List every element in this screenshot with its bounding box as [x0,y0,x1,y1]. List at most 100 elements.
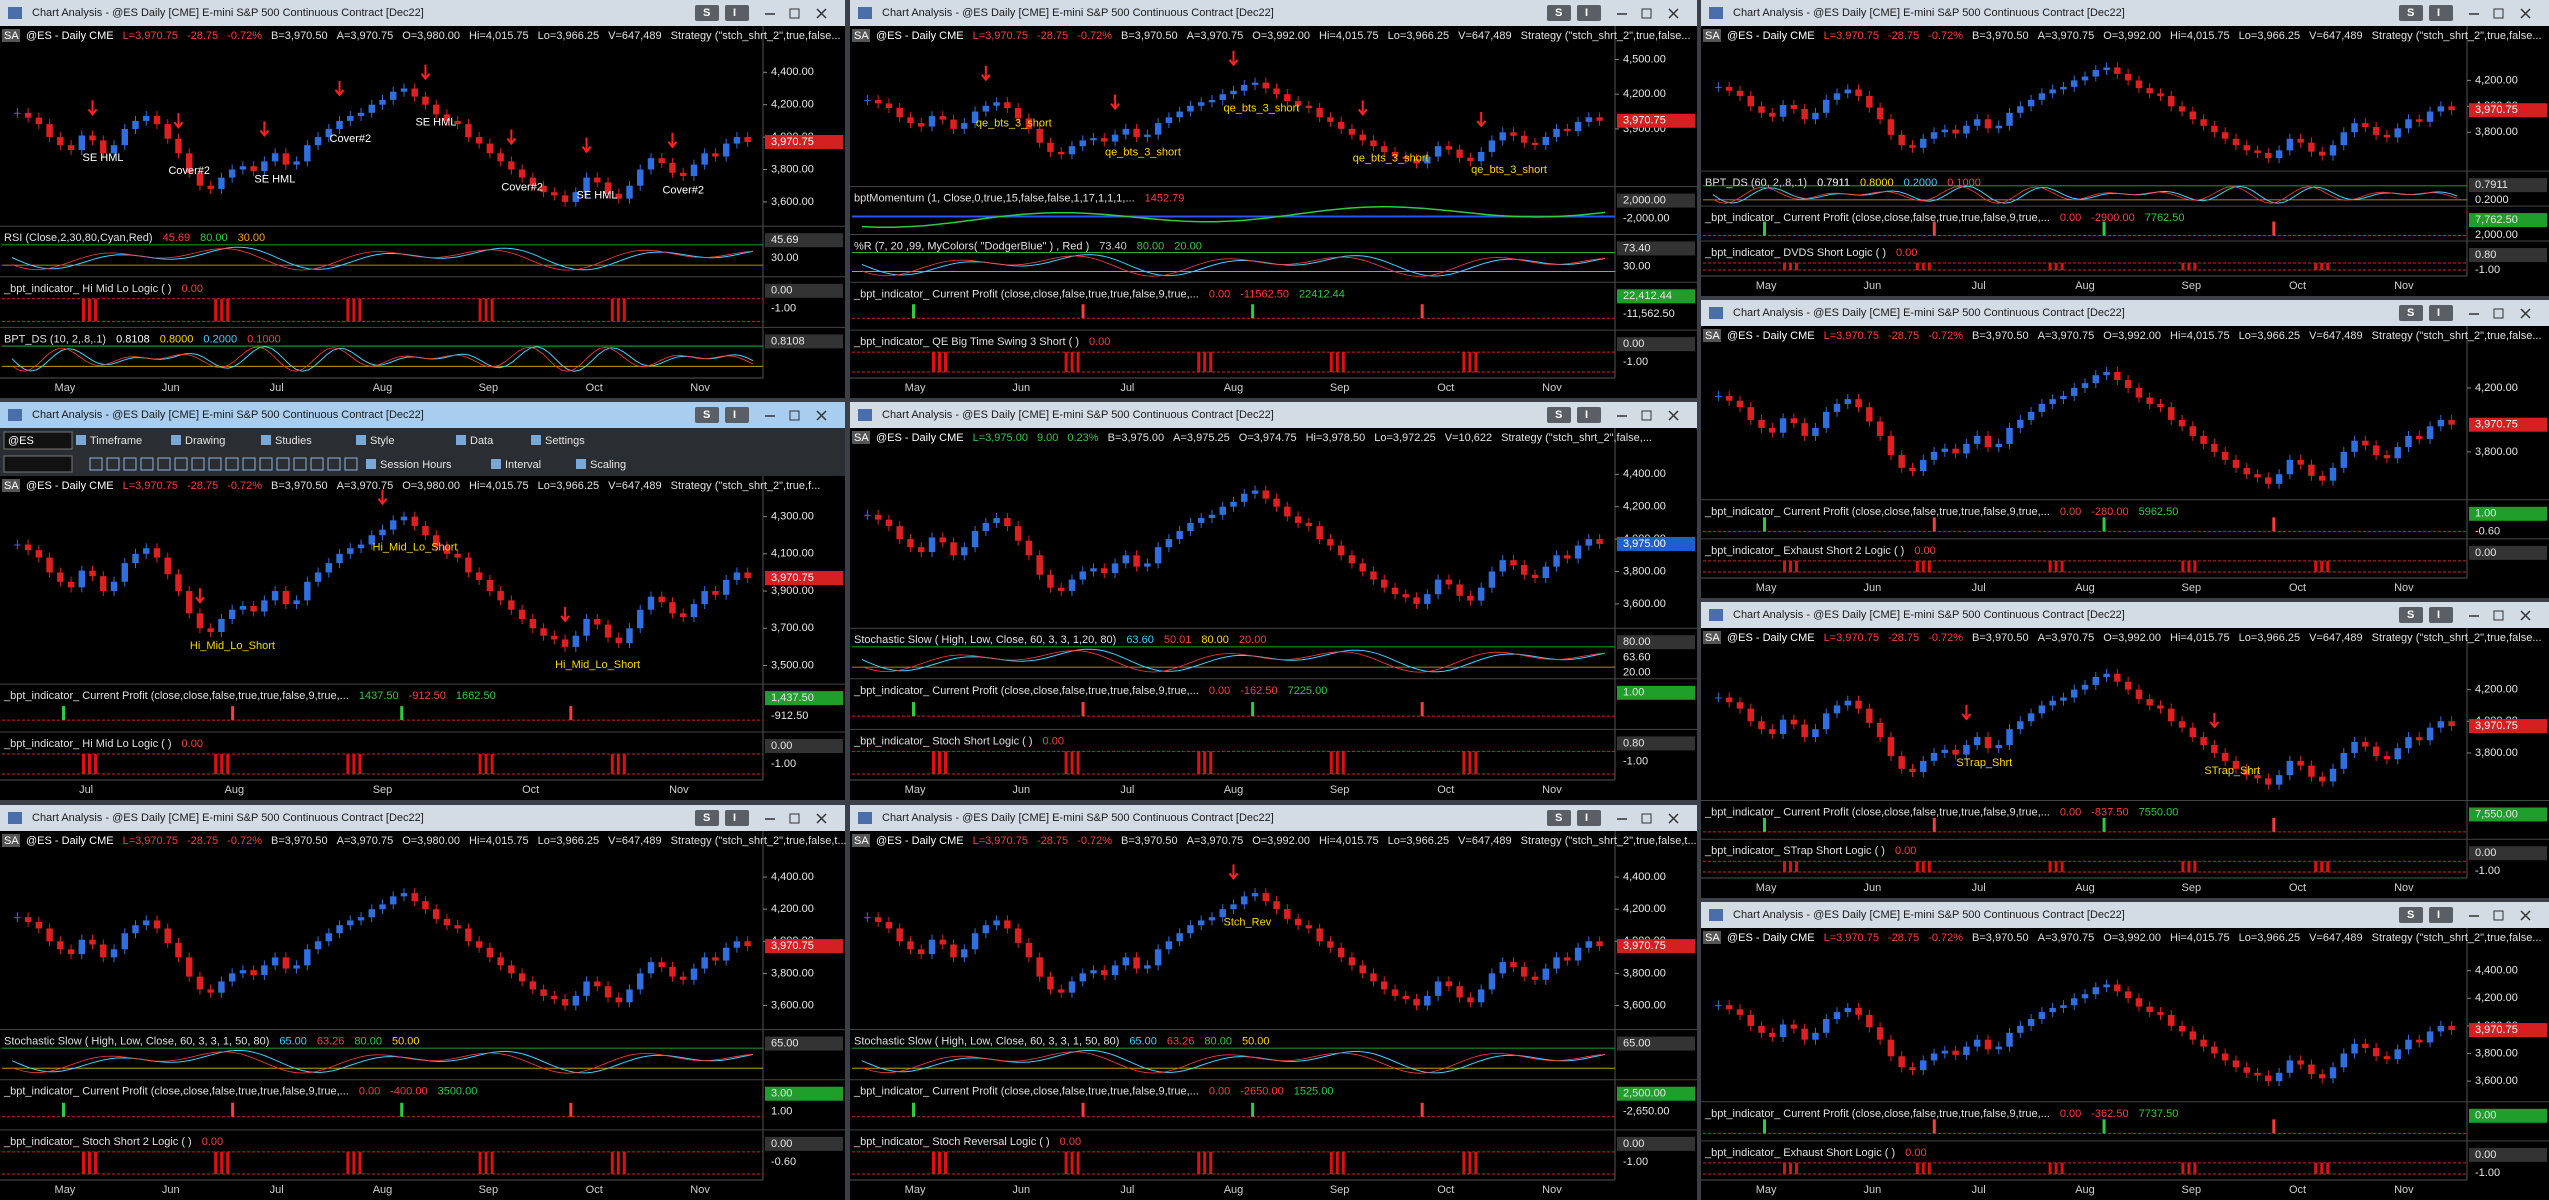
tool-icon[interactable] [174,457,188,471]
symbol-input[interactable]: @ES [8,435,34,447]
title-button[interactable] [1577,810,1601,826]
close[interactable] [816,8,827,19]
maximize[interactable] [2493,910,2504,921]
title-button[interactable] [2429,305,2453,321]
maximize[interactable] [789,813,800,824]
title-button[interactable] [1547,407,1571,423]
title-button-label[interactable]: S [703,7,710,19]
title-button[interactable] [695,5,719,21]
title-button-label[interactable]: S [2407,909,2414,921]
tool-icon[interactable] [191,457,205,471]
tool-icon[interactable] [242,457,256,471]
title-button[interactable] [1547,5,1571,21]
maximize[interactable] [2493,610,2504,621]
title-button[interactable] [2399,305,2423,321]
close[interactable] [1668,813,1679,824]
title-button[interactable] [725,407,749,423]
toolbar-item[interactable]: Drawing [185,435,225,447]
toolbar-item[interactable]: Scaling [590,459,626,471]
close[interactable] [816,813,827,824]
title-button-label[interactable]: I [733,812,736,824]
title-button[interactable] [725,810,749,826]
close[interactable] [2520,910,2531,921]
tool-icon[interactable] [276,457,290,471]
toolbar-icon[interactable] [356,435,366,445]
title-button-label[interactable]: I [733,409,736,421]
title-button[interactable] [2429,907,2453,923]
toolbar-item[interactable]: Style [370,435,394,447]
chart-window[interactable]: Chart Analysis - @ES Daily [CME] E-mini … [0,402,845,800]
title-button-label[interactable]: S [703,409,710,421]
toolbar-icon[interactable] [171,435,181,445]
title-button-label[interactable]: I [1585,7,1588,19]
title-button-label[interactable]: I [1585,812,1588,824]
title-button[interactable] [725,5,749,21]
close[interactable] [816,410,827,421]
toolbar-icon[interactable] [76,435,86,445]
title-button[interactable] [2429,5,2453,21]
maximize[interactable] [1641,813,1652,824]
toolbar-icon[interactable] [261,435,271,445]
close[interactable] [2520,8,2531,19]
chart-window[interactable]: Chart Analysis - @ES Daily [CME] E-mini … [1701,602,2549,898]
title-button-label[interactable]: I [2437,909,2440,921]
chart-window[interactable]: Chart Analysis - @ES Daily [CME] E-mini … [850,402,1697,800]
title-button[interactable] [695,407,719,423]
chart-window[interactable]: Chart Analysis - @ES Daily [CME] E-mini … [850,805,1697,1200]
title-button-label[interactable]: I [2437,609,2440,621]
title-button[interactable] [1577,5,1601,21]
title-button-label[interactable]: I [1585,409,1588,421]
chart-window[interactable]: Chart Analysis - @ES Daily [CME] E-mini … [1701,300,2549,598]
title-button[interactable] [695,810,719,826]
toolbar-icon[interactable] [531,435,541,445]
tool-icon[interactable] [225,457,239,471]
chart-window[interactable]: Chart Analysis - @ES Daily [CME] E-mini … [0,0,845,398]
close[interactable] [2520,610,2531,621]
toolbar-icon[interactable] [491,459,501,469]
chart-window[interactable]: Chart Analysis - @ES Daily [CME] E-mini … [1701,0,2549,296]
title-button-label[interactable]: S [2407,307,2414,319]
maximize[interactable] [1641,8,1652,19]
title-button-label[interactable]: S [1555,7,1562,19]
tool-icon[interactable] [344,457,358,471]
toolbar-icon[interactable] [456,435,466,445]
toolbar-item[interactable]: Studies [275,435,312,447]
chart-window[interactable]: Chart Analysis - @ES Daily [CME] E-mini … [1701,902,2549,1200]
tool-icon[interactable] [106,457,120,471]
title-button[interactable] [1577,407,1601,423]
tool-icon[interactable] [310,457,324,471]
title-button-label[interactable]: S [703,812,710,824]
close[interactable] [1668,8,1679,19]
close[interactable] [1668,410,1679,421]
title-button[interactable] [2429,607,2453,623]
title-button-label[interactable]: S [1555,409,1562,421]
tool-icon[interactable] [89,457,103,471]
toolbar-icon[interactable] [576,459,586,469]
chart-window[interactable]: Chart Analysis - @ES Daily [CME] E-mini … [0,805,847,1200]
title-button[interactable] [2399,907,2423,923]
tool-icon[interactable] [123,457,137,471]
symbol-box[interactable] [3,431,73,450]
toolbar-field[interactable] [3,455,73,473]
toolbar-icon[interactable] [366,459,376,469]
toolbar-item[interactable]: Timeframe [90,435,142,447]
title-button[interactable] [1547,810,1571,826]
chart-window[interactable]: Chart Analysis - @ES Daily [CME] E-mini … [850,0,1697,398]
maximize[interactable] [2493,8,2504,19]
toolbar-item[interactable]: Data [470,435,494,447]
close[interactable] [2520,308,2531,319]
maximize[interactable] [789,410,800,421]
title-button-label[interactable]: S [1555,812,1562,824]
toolbar-item[interactable]: Interval [505,459,541,471]
tool-icon[interactable] [259,457,273,471]
title-button-label[interactable]: S [2407,7,2414,19]
tool-icon[interactable] [140,457,154,471]
toolbar-item[interactable]: Settings [545,435,585,447]
maximize[interactable] [789,8,800,19]
title-button-label[interactable]: I [733,7,736,19]
title-button-label[interactable]: S [2407,609,2414,621]
maximize[interactable] [1641,410,1652,421]
title-button[interactable] [2399,5,2423,21]
title-button[interactable] [2399,607,2423,623]
tool-icon[interactable] [293,457,307,471]
